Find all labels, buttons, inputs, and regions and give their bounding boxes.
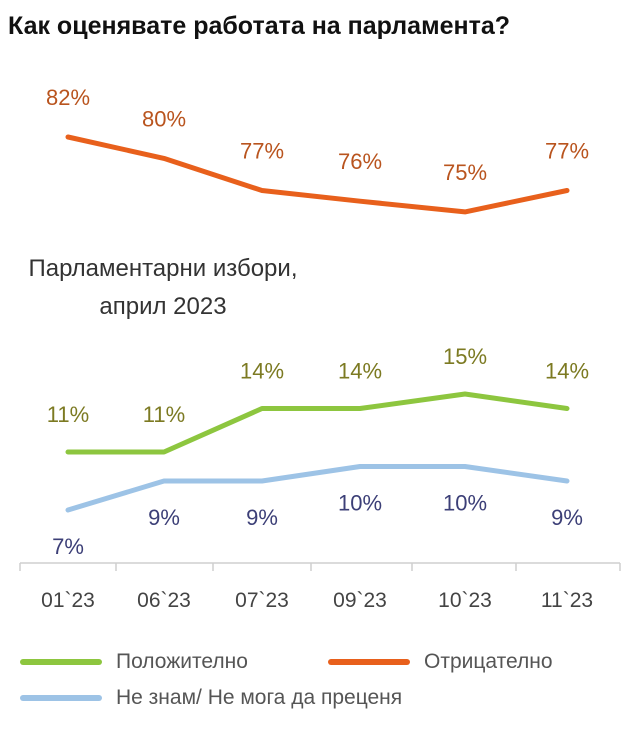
series-line-negative xyxy=(65,134,570,215)
legend-label-negative: Отрицателно xyxy=(424,650,553,673)
legend-item-dont-know: Не знам/ Не мога да преценя xyxy=(20,686,402,710)
data-label-dont-know: 7% xyxy=(52,534,84,559)
data-label-dont-know: 9% xyxy=(551,505,583,530)
data-label-positive: 14% xyxy=(338,359,382,384)
legend-swatch-dont-know xyxy=(20,695,102,702)
data-label-positive: 15% xyxy=(443,344,487,369)
data-label-positive: 14% xyxy=(240,359,284,384)
legend-item-negative: Отрицателно xyxy=(328,650,553,674)
data-label-negative: 75% xyxy=(443,160,487,185)
data-label-negative: 76% xyxy=(338,149,382,174)
series-line-positive xyxy=(65,391,570,455)
legend-item-positive: Положително xyxy=(20,650,248,674)
data-label-negative: 77% xyxy=(545,139,589,164)
annotation-line-1: Парламентарни избори, xyxy=(28,255,298,282)
x-tick-label: 01`23 xyxy=(41,589,95,612)
x-tick-label: 11`23 xyxy=(541,589,593,612)
x-tick-label: 09`23 xyxy=(333,589,387,612)
data-label-dont-know: 10% xyxy=(338,491,382,516)
x-tick-label: 07`23 xyxy=(235,589,289,612)
legend-label-positive: Положително xyxy=(116,650,248,673)
data-label-dont-know: 9% xyxy=(246,505,278,530)
election-annotation: Парламентарни избори, април 2023 xyxy=(28,250,298,326)
data-label-positive: 14% xyxy=(545,359,589,384)
legend-label-dont-know: Не знам/ Не мога да преценя xyxy=(116,686,403,709)
data-label-positive: 11% xyxy=(143,402,185,427)
x-tick-label: 10`23 xyxy=(438,589,492,612)
data-label-positive: 11% xyxy=(47,402,89,427)
series-line-dont-know xyxy=(65,464,570,513)
legend-swatch-positive xyxy=(20,659,102,666)
data-label-dont-know: 10% xyxy=(443,491,487,516)
legend-swatch-negative xyxy=(328,659,410,666)
data-label-dont-know: 9% xyxy=(148,505,180,530)
data-label-negative: 82% xyxy=(46,85,90,110)
chart-title: Как оценявате работата на парламента? xyxy=(8,12,511,40)
annotation-line-2: април 2023 xyxy=(99,293,227,320)
data-label-negative: 77% xyxy=(240,139,284,164)
data-label-negative: 80% xyxy=(142,106,186,131)
x-tick-label: 06`23 xyxy=(137,589,191,612)
